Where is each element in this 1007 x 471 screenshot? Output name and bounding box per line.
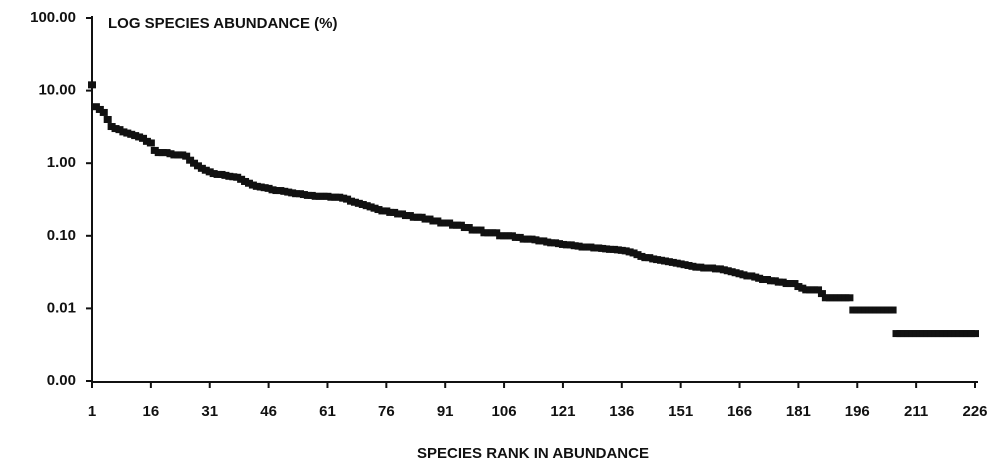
data-point <box>146 139 155 147</box>
x-tick-label: 91 <box>437 403 454 420</box>
data-point <box>814 286 823 294</box>
x-tick-label: 121 <box>550 403 575 420</box>
x-tick-label: 136 <box>609 403 634 420</box>
y-tick-label: 0.10 <box>47 227 76 244</box>
data-point <box>971 330 979 338</box>
y-tick-label: 100.00 <box>30 9 76 26</box>
data-point <box>182 152 191 160</box>
data-point <box>88 81 96 89</box>
data-point <box>845 294 854 302</box>
x-tick-label: 106 <box>492 403 517 420</box>
x-tick-label: 226 <box>962 403 987 420</box>
x-tick-label: 16 <box>143 403 160 420</box>
x-tick-label: 211 <box>904 403 928 420</box>
data-point <box>817 290 826 298</box>
y-tick-label: 0.01 <box>47 299 76 316</box>
x-tick-label: 31 <box>201 403 218 420</box>
data-point <box>888 306 897 314</box>
y-tick-label: 10.00 <box>38 82 76 99</box>
chart-title: LOG SPECIES ABUNDANCE (%) <box>108 15 337 32</box>
x-tick-label: 61 <box>319 403 336 420</box>
x-axis-label: SPECIES RANK IN ABUNDANCE <box>417 445 649 462</box>
x-tick-label: 151 <box>668 403 693 420</box>
x-tick-label: 1 <box>88 403 96 420</box>
data-point <box>99 108 108 116</box>
x-tick-label: 181 <box>786 403 811 420</box>
data-point <box>103 115 112 123</box>
y-tick-label: 0.00 <box>47 372 76 389</box>
y-tick-label: 1.00 <box>47 154 76 171</box>
x-tick-label: 46 <box>260 403 277 420</box>
x-tick-label: 196 <box>845 403 870 420</box>
x-tick-label: 166 <box>727 403 752 420</box>
x-tick-label: 76 <box>378 403 395 420</box>
